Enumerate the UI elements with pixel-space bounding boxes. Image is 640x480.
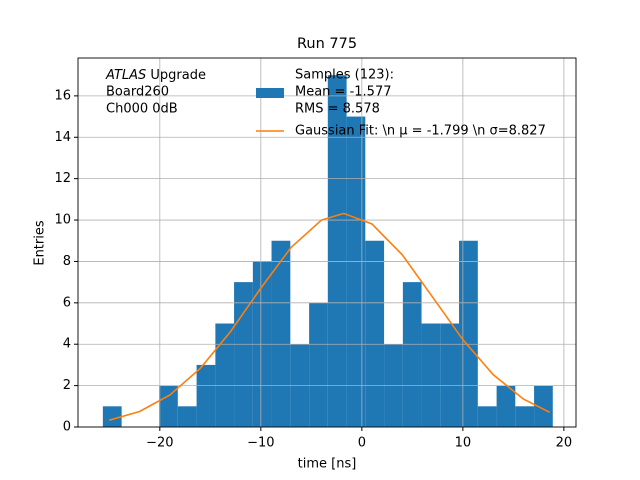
y-tick-label: 6 <box>63 295 71 310</box>
annotation-line: Ch000 0dB <box>106 102 178 117</box>
histogram-bar <box>177 406 197 427</box>
y-tick-label: 16 <box>54 88 71 103</box>
x-tick-label: −10 <box>247 436 274 451</box>
histogram-bar <box>196 364 216 427</box>
legend-label: Mean = -1.577 <box>295 85 391 100</box>
annotation-line: Upgrade <box>146 68 206 83</box>
annotation: ATLAS Upgrade <box>105 68 206 83</box>
plot-frame <box>77 57 577 428</box>
legend-label: Samples (123): <box>295 68 394 83</box>
x-tick-label: 20 <box>556 436 573 451</box>
y-axis-label: Entries <box>33 220 48 266</box>
histogram-bar <box>496 385 516 427</box>
histogram-bar <box>271 240 291 427</box>
histogram-bar <box>346 116 366 427</box>
histogram-bar <box>159 385 178 427</box>
legend-label: RMS = 8.578 <box>295 102 380 117</box>
histogram-bar <box>515 406 535 427</box>
histogram-bar <box>309 302 328 427</box>
y-tick-label: 2 <box>63 378 71 393</box>
histogram-bar <box>327 75 347 427</box>
histogram-bar <box>534 385 553 427</box>
histogram-bar <box>402 282 422 427</box>
x-axis-label: time [ns] <box>298 457 357 472</box>
chart-title: Run 775 <box>297 36 357 52</box>
histogram-bar <box>440 323 460 427</box>
legend-patch <box>256 88 284 98</box>
y-tick-label: 4 <box>63 337 71 352</box>
histogram-bar <box>421 323 441 427</box>
fit-line <box>109 212 551 421</box>
y-tick-label: 12 <box>54 171 71 186</box>
histogram-bar <box>102 406 122 427</box>
x-tick-label: −20 <box>146 436 173 451</box>
annotation-emphasis: ATLAS <box>105 68 146 83</box>
y-tick-label: 14 <box>54 130 71 145</box>
annotation-line: Board260 <box>106 85 169 100</box>
y-tick-label: 10 <box>54 213 71 228</box>
histogram-bar <box>459 240 478 427</box>
y-tick-label: 8 <box>63 254 71 269</box>
histogram-bar <box>477 406 497 427</box>
legend-label: Gaussian Fit: \n μ = -1.799 \n σ=8.827 <box>295 124 546 139</box>
x-tick-label: 0 <box>358 436 366 451</box>
histogram-bar <box>215 323 235 427</box>
y-tick-label: 0 <box>63 420 71 435</box>
x-tick-label: 10 <box>455 436 472 451</box>
histogram-bar <box>234 282 253 427</box>
histogram-bar <box>365 240 385 427</box>
